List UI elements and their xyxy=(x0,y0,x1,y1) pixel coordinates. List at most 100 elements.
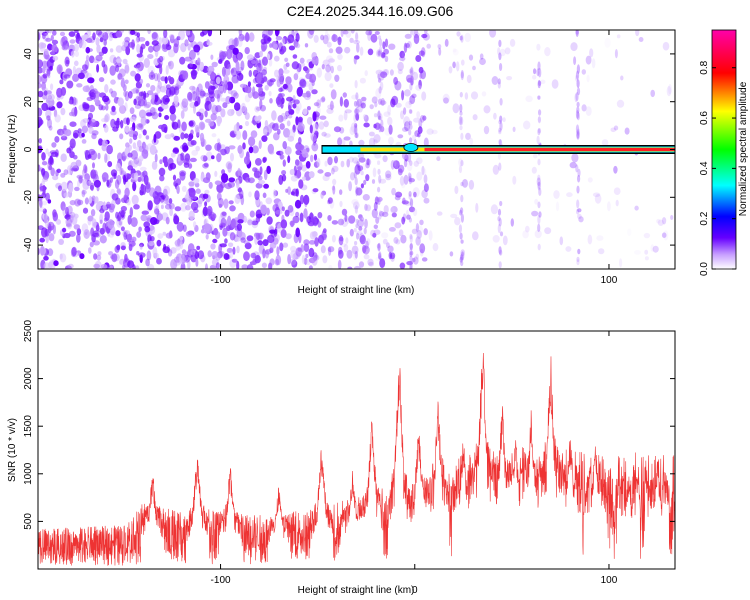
heatmap-cell xyxy=(153,72,159,82)
heatmap-cell xyxy=(411,134,416,141)
heatmap-cell xyxy=(164,160,169,168)
heatmap-cell xyxy=(614,49,618,59)
heatmap-cell xyxy=(76,174,84,179)
heatmap-cell xyxy=(97,152,101,160)
heatmap-cell xyxy=(184,39,189,47)
heatmap-cell xyxy=(87,77,95,84)
heatmap-cell xyxy=(58,185,62,192)
heatmap-cell xyxy=(208,181,213,189)
heatmap-cell xyxy=(179,254,186,265)
heatmap-cell xyxy=(372,232,377,238)
heatmap-streak xyxy=(461,251,465,261)
heatmap-cell xyxy=(64,214,72,220)
heatmap-cell xyxy=(295,227,301,238)
heatmap-cell xyxy=(102,201,106,211)
heatmap-cell xyxy=(350,30,355,34)
heatmap-cell xyxy=(418,66,424,74)
heatmap-cell xyxy=(246,54,254,61)
heatmap-cell xyxy=(351,94,358,100)
heatmap-cell xyxy=(454,217,461,226)
heatmap-cell xyxy=(63,74,71,79)
heatmap-cell xyxy=(337,137,343,147)
heatmap-cell xyxy=(106,201,111,209)
heatmap-streak xyxy=(577,174,581,183)
heatmap-cell xyxy=(512,175,517,185)
heatmap-cell xyxy=(330,89,337,100)
heatmap-cell xyxy=(102,222,107,233)
heatmap-streak xyxy=(576,185,580,194)
heatmap-cell xyxy=(613,165,618,174)
heatmap-cell xyxy=(365,30,373,36)
heatmap-cell xyxy=(129,138,133,144)
heatmap-cell xyxy=(295,105,300,115)
heatmap-cell xyxy=(234,236,241,242)
heatmap-cell xyxy=(268,59,273,67)
heatmap-cell xyxy=(165,84,171,90)
heatmap-cell xyxy=(278,174,284,185)
heatmap-cell xyxy=(151,111,159,120)
heatmap-cell xyxy=(157,80,162,90)
heatmap-cell xyxy=(138,155,144,162)
heatmap-streak xyxy=(410,80,414,85)
heatmap-cell xyxy=(581,104,587,112)
heatmap-streak xyxy=(538,67,542,78)
heatmap-cell xyxy=(38,206,46,212)
spectrogram-xlabel: Height of straight line (km) xyxy=(298,285,415,296)
heatmap-cell xyxy=(73,43,80,52)
heatmap-streak xyxy=(356,100,360,109)
heatmap-cell xyxy=(56,64,63,75)
heatmap-cell xyxy=(292,103,297,109)
heatmap-cell xyxy=(176,185,180,194)
heatmap-streak xyxy=(408,129,412,136)
heatmap-streak xyxy=(353,228,357,233)
heatmap-cell xyxy=(229,259,237,268)
heatmap-cell xyxy=(180,132,185,140)
heatmap-cell xyxy=(164,115,170,120)
heatmap-streak xyxy=(353,114,357,123)
heatmap-cell xyxy=(65,217,72,227)
heatmap-cell xyxy=(410,67,414,76)
heatmap-cell xyxy=(73,97,78,106)
heatmap-cell xyxy=(135,37,139,44)
heatmap-cell xyxy=(338,114,344,122)
heatmap-cell xyxy=(236,228,243,238)
heatmap-cell xyxy=(40,245,45,256)
heatmap-cell xyxy=(264,249,269,259)
heatmap-cell xyxy=(190,140,197,146)
heatmap-cell xyxy=(235,130,242,140)
heatmap-streak xyxy=(499,231,504,237)
heatmap-cell xyxy=(384,55,389,62)
heatmap-cell xyxy=(275,30,279,37)
heatmap-cell xyxy=(274,55,280,62)
heatmap-streak xyxy=(460,181,464,187)
heatmap-cell xyxy=(274,206,281,218)
heatmap-streak xyxy=(459,209,463,216)
heatmap-cell xyxy=(404,89,411,97)
heatmap-cell xyxy=(169,105,176,115)
heatmap-cell xyxy=(156,257,162,265)
heatmap-cell xyxy=(372,167,377,178)
heatmap-cell xyxy=(138,123,143,128)
heatmap-cell xyxy=(186,30,191,36)
heatmap-cell xyxy=(274,233,280,243)
heatmap-cell xyxy=(66,165,73,175)
heatmap-cell xyxy=(103,39,107,46)
heatmap-cell xyxy=(149,187,156,197)
heatmap-cell xyxy=(204,189,210,195)
heatmap-cell xyxy=(382,155,388,163)
heatmap-cell xyxy=(43,255,49,261)
heatmap-cell xyxy=(531,210,539,217)
heatmap-cell xyxy=(244,85,252,94)
heatmap-streak xyxy=(576,87,581,96)
heatmap-cell xyxy=(424,30,428,34)
heatmap-cell xyxy=(364,70,368,77)
heatmap-streak xyxy=(537,174,541,181)
heatmap-cell xyxy=(159,159,163,165)
heatmap-cell xyxy=(344,109,352,114)
heatmap-cell xyxy=(577,213,582,219)
heatmap-cell xyxy=(242,130,248,141)
heatmap-streak xyxy=(460,71,464,81)
heatmap-cell xyxy=(222,102,228,109)
heatmap-cell xyxy=(296,68,300,75)
heatmap-cell xyxy=(565,246,572,252)
